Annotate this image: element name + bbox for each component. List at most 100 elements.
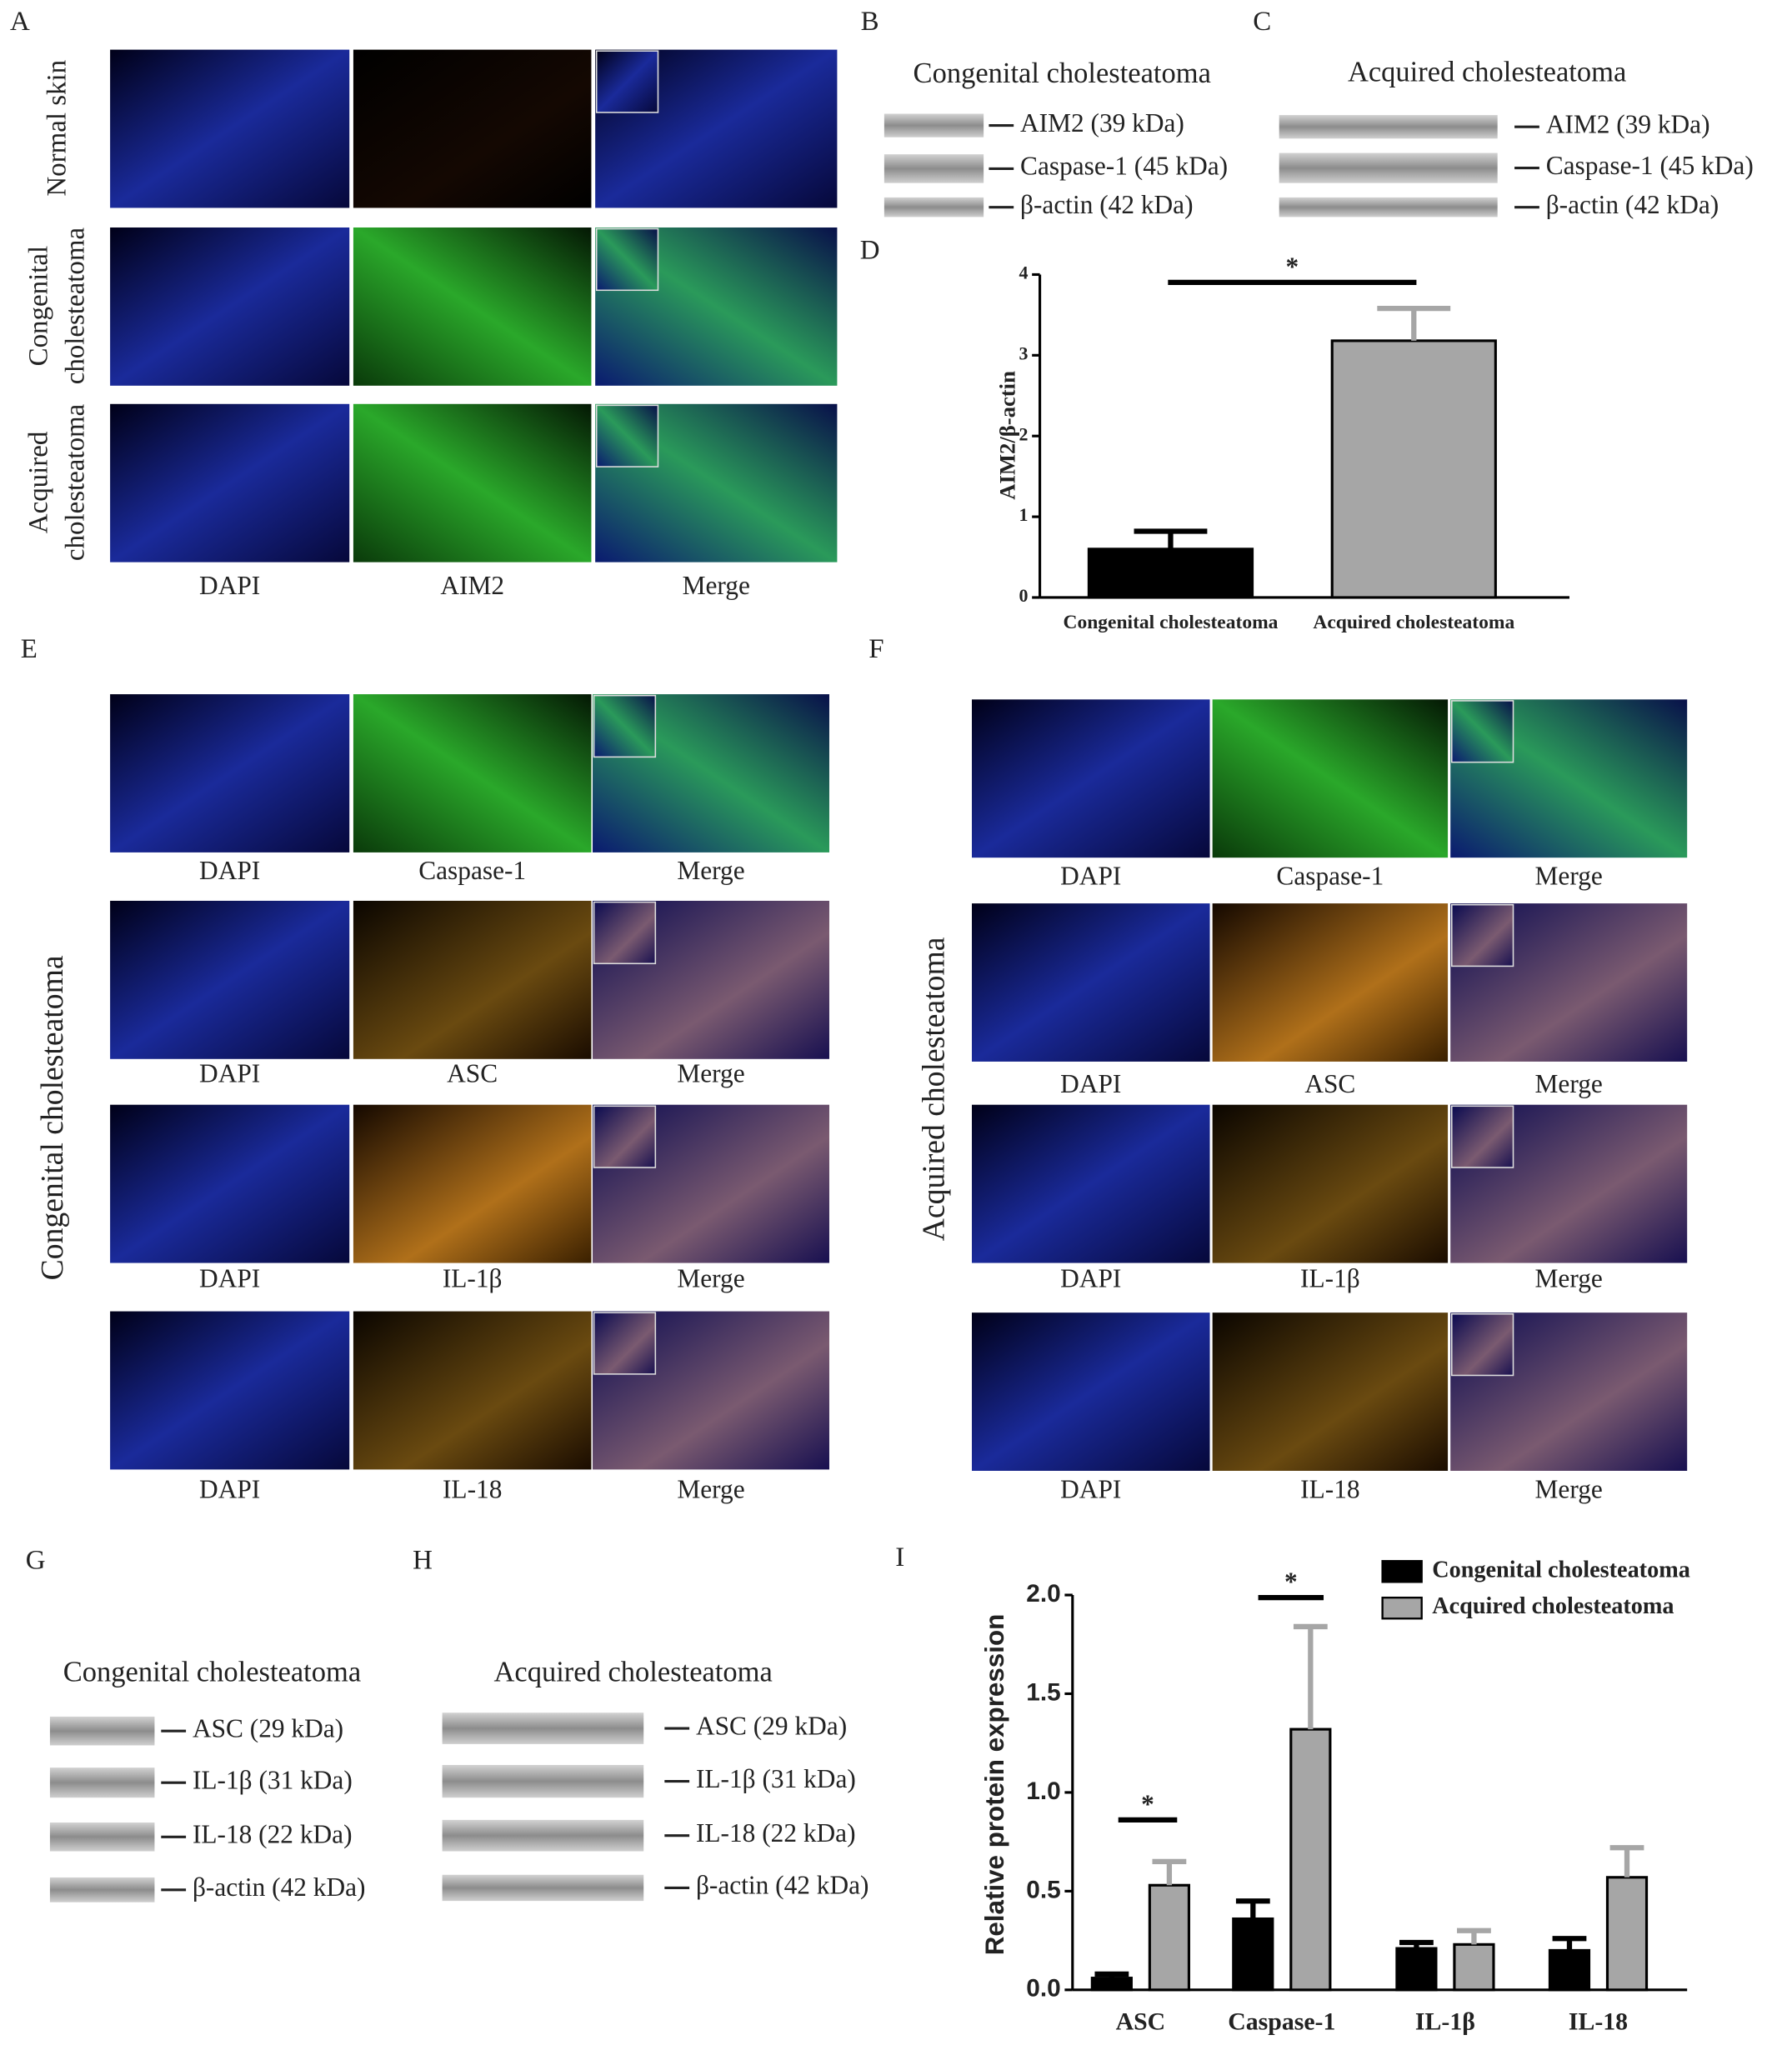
column-label: Merge <box>1535 861 1603 890</box>
column-label: DAPI <box>199 571 260 600</box>
error-bar <box>1399 1939 1434 1949</box>
band-label: IL-18 (22 kDa) <box>193 1819 353 1848</box>
panel-label: F <box>868 634 883 664</box>
micrograph <box>1212 1104 1449 1263</box>
error-bar <box>1293 1623 1328 1730</box>
inset <box>1450 700 1514 763</box>
column-label: Merge <box>683 571 750 600</box>
column-label: IL-1β <box>443 1264 503 1293</box>
y-tick-label: 1 <box>1019 504 1028 525</box>
blot-band <box>49 1822 155 1852</box>
column-label: Merge <box>677 1474 744 1503</box>
inset <box>1450 1105 1514 1168</box>
column-label: DAPI <box>199 1058 260 1088</box>
legend-swatch <box>1381 1560 1423 1583</box>
micrograph <box>971 1104 1210 1263</box>
band-label: IL-18 (22 kDa) <box>696 1818 856 1848</box>
band-label: AIM2 (39 kDa) <box>1546 109 1710 138</box>
micrograph <box>1212 699 1449 858</box>
blot-band <box>49 1877 155 1902</box>
column-label: ASC <box>447 1058 498 1088</box>
blot-band <box>442 1764 644 1798</box>
band-label: β-actin (42 kDa) <box>1020 190 1194 219</box>
micrograph <box>110 403 350 562</box>
panel-label: B <box>861 7 879 37</box>
column-label: DAPI <box>199 1474 260 1503</box>
inset <box>593 694 657 758</box>
error-bar <box>1134 528 1208 549</box>
inset <box>595 50 659 113</box>
blot-band <box>49 1716 155 1746</box>
blot-band <box>1279 197 1498 218</box>
y-tick-label: 0.5 <box>1026 1876 1060 1903</box>
blot-band <box>442 1712 644 1744</box>
blot-band <box>883 113 984 138</box>
blot-band <box>883 154 984 183</box>
error-bar <box>1457 1928 1491 1945</box>
blot-band <box>442 1874 644 1902</box>
blot-title: Acquired cholesteatoma <box>493 1657 772 1688</box>
y-tick-label: 0.0 <box>1026 1975 1060 2002</box>
micrograph <box>1212 903 1449 1062</box>
error-bar <box>1609 1845 1644 1878</box>
blot-title: Congenital cholesteatoma <box>914 58 1211 89</box>
column-label: DAPI <box>199 1264 260 1293</box>
band-label: β-actin (42 kDa) <box>1546 190 1719 219</box>
error-bar <box>1152 1858 1187 1886</box>
y-tick-label: 4 <box>1019 262 1028 283</box>
band-label: AIM2 (39 kDa) <box>1020 108 1184 138</box>
column-label: Merge <box>677 856 744 885</box>
x-tick-label: IL-1β <box>1415 2008 1475 2035</box>
side-label: Congenital cholesteatoma <box>35 955 70 1280</box>
column-label: Caspase-1 <box>1276 861 1384 890</box>
micrograph <box>110 900 350 1059</box>
error-bar <box>1094 1971 1129 1978</box>
bar <box>1605 1876 1649 1992</box>
inset <box>595 404 659 468</box>
inset <box>595 228 659 292</box>
micrograph <box>353 1104 592 1263</box>
panel-label: C <box>1253 7 1271 37</box>
y-tick-label: 2.0 <box>1026 1580 1060 1608</box>
x-tick-label: Caspase-1 <box>1228 2008 1335 2035</box>
column-label: Caspase-1 <box>418 856 526 885</box>
micrograph <box>353 227 592 386</box>
column-label: IL-18 <box>1300 1474 1359 1503</box>
micrograph <box>971 699 1210 858</box>
blot-band <box>1279 152 1498 183</box>
x-tick-label: Congenital cholesteatoma <box>1063 612 1278 633</box>
band-label: ASC (29 kDa) <box>193 1713 343 1742</box>
micrograph <box>110 1311 350 1470</box>
column-label: DAPI <box>199 856 260 885</box>
bar <box>1087 548 1254 599</box>
significance-mark: * <box>1284 1568 1298 1597</box>
y-tick-label: 1.5 <box>1026 1678 1060 1706</box>
micrograph <box>353 403 592 562</box>
micrograph <box>353 694 592 852</box>
x-tick-label: ASC <box>1116 2008 1166 2035</box>
y-axis-label: AIM2/β-actin <box>995 371 1020 500</box>
column-label: DAPI <box>1060 1474 1121 1503</box>
y-axis-label: Relative protein expression <box>980 1614 1009 1956</box>
panel-label: D <box>860 235 880 265</box>
column-label: IL-18 <box>443 1474 502 1503</box>
micrograph <box>971 903 1210 1062</box>
column-label: Merge <box>677 1058 744 1088</box>
bar <box>1395 1947 1438 1992</box>
y-tick-label: 3 <box>1019 342 1028 363</box>
column-label: Merge <box>1535 1069 1603 1098</box>
column-label: Merge <box>1535 1264 1603 1293</box>
column-label: IL-1β <box>1300 1264 1360 1293</box>
significance-mark: * <box>1141 1789 1154 1818</box>
blot-title: Congenital cholesteatoma <box>63 1657 361 1688</box>
column-label: DAPI <box>1060 1264 1121 1293</box>
row-label: cholesteatoma <box>60 403 90 561</box>
column-label: Merge <box>677 1264 744 1293</box>
blot-title: Acquired cholesteatoma <box>1348 56 1626 88</box>
error-bar <box>1377 306 1451 341</box>
band-label: Caspase-1 (45 kDa) <box>1546 151 1754 180</box>
micrograph <box>110 694 350 852</box>
panel-label: G <box>26 1545 46 1575</box>
inset <box>593 901 657 965</box>
